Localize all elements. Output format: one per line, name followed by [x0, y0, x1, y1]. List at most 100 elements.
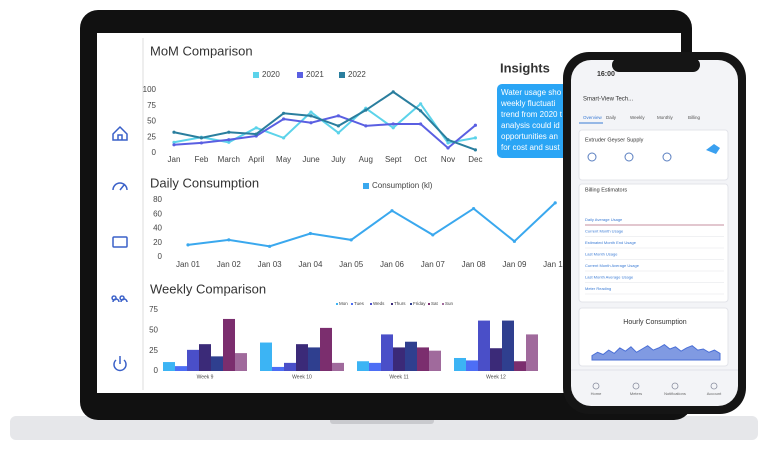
legend-swatch [391, 303, 393, 305]
data-point [336, 124, 340, 128]
legend-swatch [253, 72, 259, 78]
data-point [172, 140, 176, 144]
billing-row: Estimated Month End Usage [585, 240, 637, 245]
data-line [173, 90, 476, 151]
data-point [364, 108, 368, 112]
billing-row: Current Month Average Usage [585, 263, 640, 268]
data-point [364, 124, 368, 128]
y-tick-label: 0 [152, 148, 157, 157]
bar [163, 362, 175, 371]
data-point [349, 238, 353, 242]
tab[interactable]: Weekly [630, 115, 645, 120]
tab[interactable]: Billing [688, 115, 701, 120]
chart-title: MoM Comparison [150, 43, 253, 58]
y-tick-label: 80 [153, 195, 162, 204]
legend-label: Tues [354, 301, 365, 306]
laptop-base [10, 416, 758, 440]
x-tick-label: March [218, 155, 240, 164]
data-point [282, 136, 286, 140]
y-tick-label: 50 [147, 117, 156, 126]
power-icon[interactable] [113, 356, 127, 372]
y-tick-label: 25 [147, 132, 156, 141]
data-point [446, 138, 450, 142]
x-tick-label: Oct [414, 155, 427, 164]
weather-icon [624, 152, 634, 162]
billing-row: Daily Average Usage [585, 217, 623, 222]
data-point [309, 114, 313, 118]
y-tick-label: 0 [154, 366, 159, 375]
data-point [472, 206, 476, 211]
data-point [282, 117, 286, 121]
data-point [473, 148, 477, 152]
x-tick-label: Dec [468, 155, 482, 164]
x-tick-label: July [331, 155, 345, 164]
bar [381, 334, 393, 371]
data-point [446, 146, 450, 150]
nav-icon[interactable] [592, 382, 600, 390]
nav-label[interactable]: Meters [630, 391, 642, 396]
data-point [227, 140, 231, 144]
bar [296, 344, 308, 371]
x-tick-label: Week 10 [292, 374, 312, 380]
data-point [391, 90, 395, 94]
x-tick-label: June [302, 155, 320, 164]
legend-swatch [351, 303, 353, 305]
data-point [431, 233, 435, 237]
tab[interactable]: Daily [606, 115, 617, 120]
bar [429, 350, 441, 371]
data-point [336, 114, 340, 118]
x-tick-label: Jan [168, 155, 181, 164]
data-point [446, 141, 450, 145]
y-tick-label: 100 [143, 85, 157, 94]
data-point [419, 122, 423, 126]
data-line [173, 114, 477, 150]
data-point [512, 239, 517, 243]
nav-icon[interactable] [710, 382, 718, 390]
bar [308, 347, 320, 371]
bar [369, 362, 381, 371]
bar [466, 360, 478, 371]
bar [235, 353, 247, 371]
legend-label: 2022 [348, 70, 366, 79]
nav-icon[interactable] [671, 382, 679, 390]
hourly-title: Hourly Consumption [623, 319, 687, 326]
nav-icon[interactable] [632, 382, 640, 390]
status-time: 16:00 [597, 71, 615, 78]
bar [478, 320, 490, 371]
legend-label: 2021 [306, 70, 324, 79]
x-tick-label: Feb [195, 155, 209, 164]
legend-label: Mon [339, 301, 348, 306]
bar [284, 362, 296, 371]
dashboard: MoM Comparison Daily Consumption Weekly … [143, 43, 597, 380]
tab[interactable]: Monthly [657, 115, 674, 120]
x-tick-label: Week 11 [389, 374, 408, 380]
data-point [254, 126, 258, 130]
nav-label[interactable]: Home [591, 391, 602, 396]
gauge-icon[interactable] [112, 182, 128, 191]
home-icon[interactable] [112, 125, 128, 141]
legend-label: Thurs [394, 301, 406, 306]
nav-label[interactable]: Notifications [664, 391, 686, 396]
data-point [199, 141, 203, 145]
area [591, 343, 721, 361]
x-tick-label: Jan 05 [339, 260, 364, 269]
data-point [172, 143, 176, 147]
x-tick-label: Jan 07 [421, 260, 446, 269]
users-icon[interactable] [111, 295, 128, 303]
data-point [553, 201, 557, 205]
legend-label: Sun [445, 301, 454, 306]
billing-title: Billing Estimators [585, 187, 627, 193]
data-point [227, 238, 231, 242]
briefcase-icon[interactable] [112, 236, 128, 248]
insights-line: trend from 2020 t [501, 110, 563, 119]
x-tick-label: April [248, 155, 264, 164]
weather-icon [587, 152, 597, 162]
y-tick-label: 20 [153, 238, 162, 247]
supply-title: Extruder Geyser Supply [585, 137, 644, 143]
bar [526, 334, 538, 371]
nav-label[interactable]: Account [707, 391, 722, 396]
y-tick-label: 75 [149, 305, 158, 314]
tab[interactable]: Overview [583, 115, 603, 120]
bar [393, 347, 405, 371]
